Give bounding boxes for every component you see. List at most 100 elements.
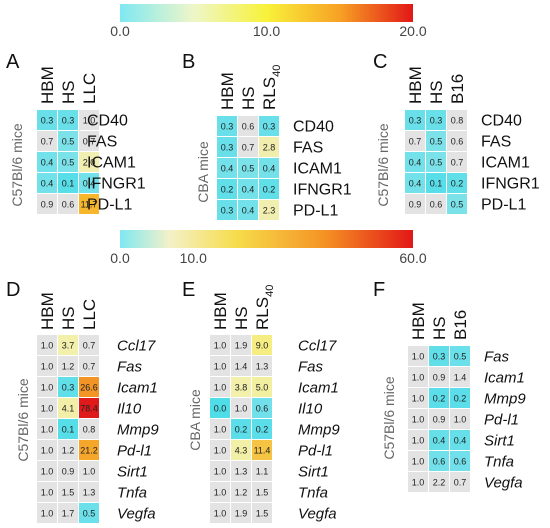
row-label: CD40 [87, 113, 128, 130]
cell-value: 0.1 [62, 425, 75, 435]
heatmap-cell [217, 116, 237, 136]
cell-value: 11.4 [254, 446, 271, 456]
cell-value: 0.6 [451, 137, 464, 147]
cell-value: 0.4 [242, 206, 255, 216]
cell-value: 1.0 [214, 425, 227, 435]
cell-value: 1.3 [235, 467, 248, 477]
heatmap-cell [405, 131, 425, 151]
row-label: FAS [293, 140, 323, 157]
heatmap-cell [426, 152, 446, 172]
heatmap-cell [79, 335, 99, 355]
heatmap-cell [450, 346, 470, 366]
cell-value: 0.7 [454, 478, 467, 488]
cell-value: 1.0 [41, 467, 54, 477]
row-label: ICAM1 [87, 155, 136, 172]
heatmap-cell [58, 482, 78, 502]
column-header: B16 [451, 310, 470, 340]
row-label: FAS [481, 134, 511, 151]
heatmap-cell [79, 440, 99, 460]
row-label: ICAM1 [293, 161, 342, 178]
heatmap-cell [450, 409, 470, 429]
cell-value: 1.0 [214, 362, 227, 372]
heatmap-cell [252, 482, 272, 502]
cell-value: 4.1 [62, 404, 75, 414]
panel-letter: F [373, 279, 385, 301]
cell-value: 0.2 [451, 179, 464, 189]
cell-value: 0.4 [221, 164, 234, 174]
column-header-subscript: 40 [264, 285, 276, 297]
cell-value: 1.0 [41, 488, 54, 498]
panel-letter: A [6, 51, 20, 73]
cell-value: 1.0 [412, 436, 425, 446]
panel-d: D C57Bl/6 mice HBM HS LLC 1.0 3.7 0.7 Ccl17 1.0 1.… [6, 279, 159, 523]
cell-value: 0.2 [433, 394, 446, 404]
heatmap-cell [79, 482, 99, 502]
heatmap-cell [210, 335, 230, 355]
heatmap-cell [37, 335, 57, 355]
heatmap-cell [37, 419, 57, 439]
heatmap-cell [58, 419, 78, 439]
heatmap-cell [447, 131, 467, 151]
cell-value: 1.0 [235, 404, 248, 414]
cell-value: 0.9 [62, 467, 75, 477]
column-header: HS [59, 80, 78, 104]
cell-value: 0.3 [409, 116, 422, 126]
heatmap-cell [408, 451, 428, 471]
row-label: Sirt1 [117, 464, 148, 481]
heatmap-cell [426, 110, 446, 130]
strain-label: C57Bl/6 mice [381, 376, 397, 459]
cell-value: 0.2 [263, 185, 276, 195]
heatmap-cell [231, 440, 251, 460]
heatmap-cell [408, 472, 428, 492]
cell-value: 0.5 [451, 200, 464, 210]
cell-value: 1.0 [412, 352, 425, 362]
heatmap-cell [37, 503, 57, 523]
cell-value: 2.8 [263, 143, 276, 153]
column-header: RLS40 [260, 65, 283, 110]
heatmap-cell [429, 346, 449, 366]
heatmap-cell [58, 461, 78, 481]
cell-value: 2.2 [433, 478, 446, 488]
heatmap-cell [58, 173, 78, 193]
column-header: HBM [38, 292, 57, 330]
cell-value: 0.7 [83, 362, 96, 372]
cell-value: 1.0 [214, 488, 227, 498]
cell-value: 0.3 [221, 122, 234, 132]
colorbar-1-tick-label: 10.0 [253, 23, 280, 39]
row-label: Il10 [117, 401, 142, 418]
heatmap-cell [58, 398, 78, 418]
strain-label: C57Bl/6 mice [15, 378, 31, 461]
panel-b: B CBA mice HBM HS RLS40 0.3 0.6 0.3 CD40 0.3 0.7 2.… [182, 51, 352, 220]
heatmap-cell [58, 152, 78, 172]
cell-value: 1.0 [41, 341, 54, 351]
cell-value: 1.0 [412, 394, 425, 404]
heatmap-cell [447, 110, 467, 130]
cell-value: 0.6 [433, 457, 446, 467]
row-label: Mmp9 [298, 422, 340, 439]
cell-value: 1.0 [41, 425, 54, 435]
row-label: Fas [117, 359, 143, 376]
cell-value: 0.7 [83, 137, 96, 147]
panel-c: C C57Bl/6 mice HBM HS B16 0.3 0.3 0.8 CD40 0.7 0.5… [373, 51, 540, 214]
cell-value: 0.4 [409, 179, 422, 189]
heatmap-cell [210, 398, 230, 418]
column-header: HS [427, 80, 446, 104]
row-label: Pd-l1 [117, 443, 152, 460]
heatmap-cell [217, 179, 237, 199]
row-label: IFNGR1 [87, 176, 146, 193]
cell-value: 0.8 [451, 116, 464, 126]
cell-value: 1.2 [62, 362, 75, 372]
heatmap-cell [210, 356, 230, 376]
cell-value: 0.8 [83, 425, 96, 435]
row-label: Pd-l1 [298, 443, 333, 460]
heatmap-cell [231, 503, 251, 523]
heatmap-cell [217, 137, 237, 157]
cell-value: 0.9 [433, 373, 446, 383]
cell-value: 0.3 [62, 116, 75, 126]
heatmap-cell [58, 194, 78, 214]
heatmap-cell [426, 173, 446, 193]
heatmap-cell [58, 356, 78, 376]
row-label: PD-L1 [481, 197, 526, 214]
column-header: HBM [211, 292, 230, 330]
column-header: RLS40 [253, 285, 276, 330]
